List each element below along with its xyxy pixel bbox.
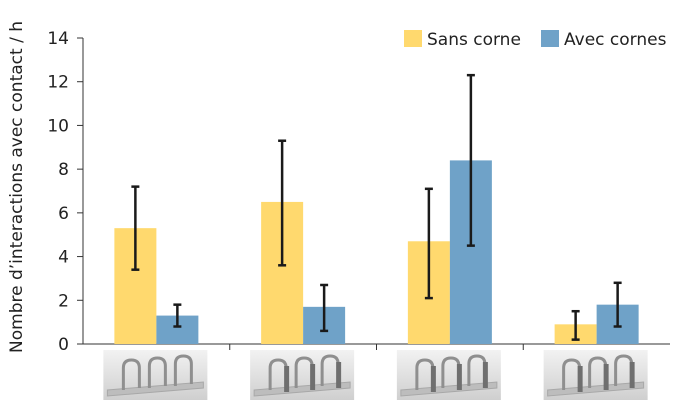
- image-loop: [441, 356, 461, 388]
- legend-item-avec-cornes: Avec cornes: [541, 30, 667, 50]
- image-horn-plate: [629, 362, 635, 388]
- category-images: [103, 350, 648, 400]
- y-tick-label: 14: [47, 29, 69, 49]
- image-base-rail: [253, 381, 351, 397]
- image-loop: [147, 356, 167, 388]
- legend-label: Sans corne: [427, 30, 521, 50]
- crib-unit-icon: [396, 350, 501, 400]
- image-loop: [588, 356, 608, 388]
- image-horn-plate: [577, 366, 583, 392]
- y-tick-label: 8: [58, 160, 69, 180]
- image-horn-plate: [310, 364, 316, 390]
- crib-unit-icon: [250, 350, 355, 400]
- image-loop: [415, 358, 435, 390]
- image-loop: [562, 358, 582, 390]
- legend-swatch: [404, 30, 422, 47]
- x-axis: [83, 343, 670, 350]
- image-loop: [614, 354, 634, 386]
- y-axis-label: Nombre d’interactions avec contact / h: [7, 21, 27, 353]
- image-horn-plate: [284, 366, 290, 392]
- y-tick-label: 2: [58, 291, 69, 311]
- y-tick-label: 10: [47, 116, 69, 136]
- image-loop: [173, 354, 193, 386]
- image-loop: [121, 358, 141, 390]
- legend-swatch: [541, 30, 559, 47]
- image-loop: [467, 354, 487, 386]
- image-loop: [294, 356, 314, 388]
- y-axis-label-group: Nombre d’interactions avec contact / h: [7, 21, 27, 353]
- crib-unit-icon: [543, 350, 648, 400]
- y-tick-label: 12: [47, 73, 69, 93]
- legend-item-sans-corne: Sans corne: [404, 30, 521, 50]
- error-bars: [131, 73, 622, 341]
- image-base-rail: [547, 381, 645, 397]
- image-loop: [268, 358, 288, 390]
- y-tick-label: 6: [58, 204, 69, 224]
- image-horn-plate: [603, 364, 609, 390]
- image-horn-plate: [430, 366, 436, 392]
- crib-unit-icon: [103, 350, 208, 400]
- image-base-rail: [106, 381, 204, 397]
- image-horn-plate: [336, 362, 342, 388]
- legend: Sans corne Avec cornes: [404, 30, 667, 50]
- bars: [114, 160, 639, 344]
- image-base-rail: [400, 381, 498, 397]
- image-horn-plate: [456, 364, 462, 390]
- image-loop: [320, 354, 340, 386]
- legend-label: Avec cornes: [564, 30, 667, 50]
- y-tick-label: 4: [58, 248, 69, 268]
- image-horn-plate: [482, 362, 488, 388]
- y-axis: 0 2 4 6 8 10 12 14: [47, 29, 84, 355]
- y-tick-label: 0: [58, 335, 69, 355]
